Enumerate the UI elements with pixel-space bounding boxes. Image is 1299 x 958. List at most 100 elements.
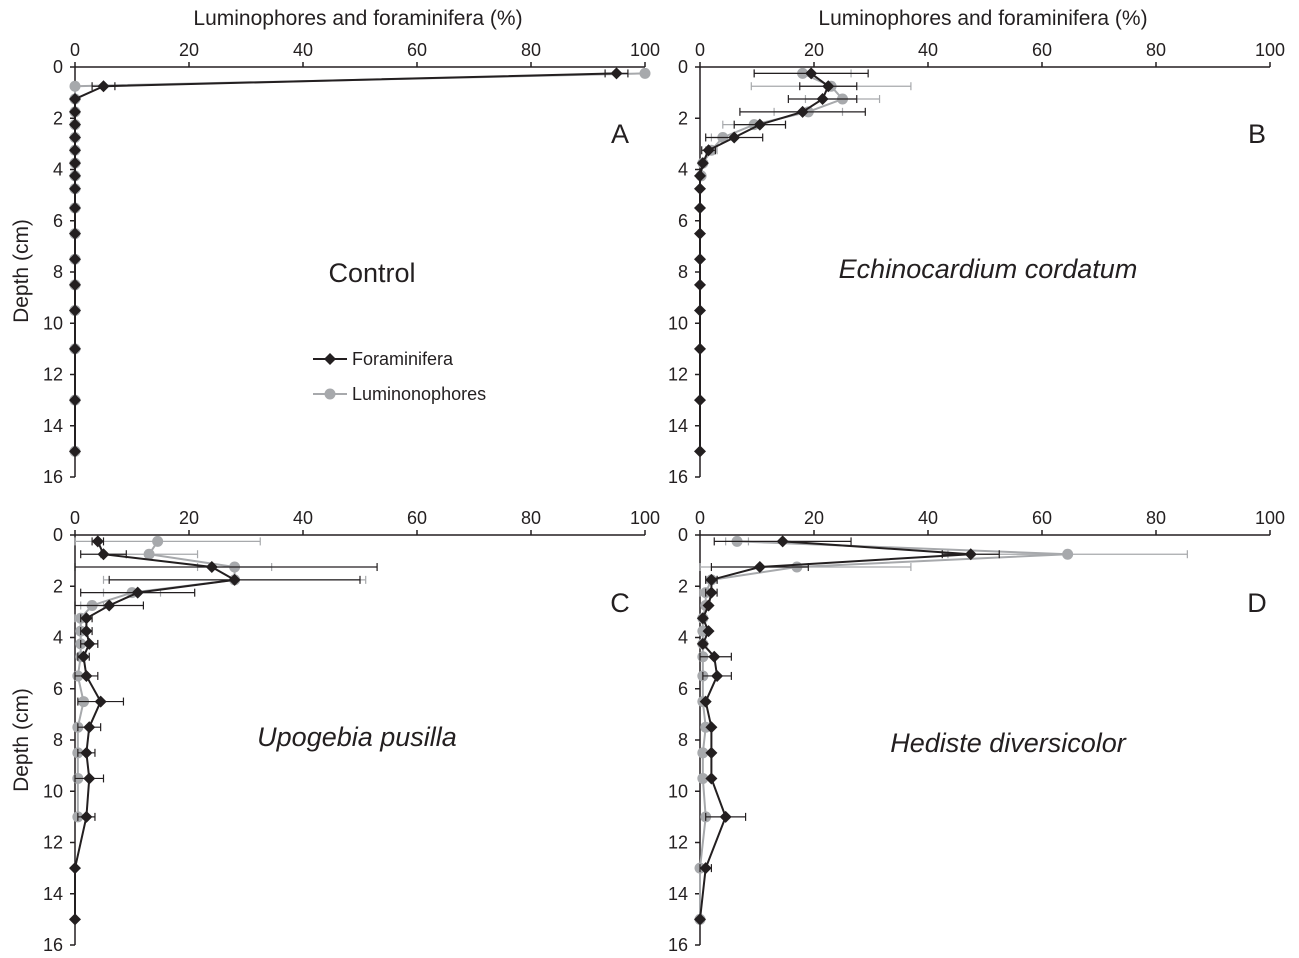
- x-tick-label: 80: [1146, 40, 1166, 60]
- panel-A-title: Luminophores and foraminifera (%): [193, 7, 522, 30]
- foraminifera-point: [816, 93, 829, 106]
- panel-A: Luminophores and foraminifera (%) Depth …: [10, 7, 629, 323]
- panel-B-plot: 0 20 40 60 80 100 0 2 4 6 8 10 12 14 16: [668, 40, 1285, 487]
- foraminifera-point: [696, 157, 709, 170]
- foraminifera-point: [69, 278, 81, 291]
- foraminifera-point: [694, 304, 706, 317]
- foraminifera-point: [91, 535, 104, 548]
- x-tick-label: 20: [804, 40, 824, 60]
- foraminifera-point: [69, 131, 81, 144]
- foraminifera-point: [83, 637, 96, 650]
- foraminifera-point: [796, 105, 809, 118]
- foraminifera-point: [69, 201, 81, 214]
- y-tick-label: 4: [53, 160, 63, 180]
- y-tick-label: 16: [668, 935, 688, 955]
- foraminifera-point: [80, 669, 93, 682]
- y-tick-label: 16: [43, 467, 63, 487]
- panel-C-letter: C: [610, 588, 630, 618]
- foraminifera-point: [69, 93, 81, 106]
- luminophores-point: [1062, 548, 1074, 560]
- panel-C-ylabel: Depth (cm): [10, 688, 33, 792]
- luminophores-point: [697, 747, 709, 759]
- foraminifera-point: [705, 586, 718, 599]
- y-tick-label: 10: [668, 313, 688, 333]
- y-tick-label: 2: [678, 108, 688, 128]
- x-tick-label: 60: [1032, 40, 1052, 60]
- legend: Foraminifera Luminonophores: [313, 349, 486, 404]
- y-tick-label: 14: [668, 884, 688, 904]
- foraminifera-point: [694, 342, 706, 355]
- panel-A-annotation: Control: [328, 258, 415, 288]
- foraminifera-point: [69, 144, 81, 157]
- foraminifera-point: [702, 625, 715, 638]
- foraminifera-point: [753, 118, 766, 131]
- luminophores-point: [639, 67, 651, 79]
- panel-D-annotation: Hediste diversicolor: [890, 728, 1127, 758]
- foraminifera-point: [69, 169, 81, 182]
- y-tick-label: 14: [668, 416, 688, 436]
- x-tick-label: 40: [293, 508, 313, 528]
- foraminifera-point: [753, 561, 766, 574]
- foraminifera-point: [228, 573, 241, 586]
- foraminifera-point: [702, 144, 715, 157]
- panel-D-plot: 0 20 40 60 80 100 0 2 4 6 8 10 12 14 16: [668, 508, 1285, 955]
- x-tick-label: 80: [1146, 508, 1166, 528]
- y-tick-label: 16: [668, 467, 688, 487]
- foraminifera-point: [708, 650, 721, 663]
- x-tick-label: 60: [407, 508, 427, 528]
- foraminifera-point: [822, 80, 835, 93]
- panel-D-letter: D: [1247, 588, 1267, 618]
- foraminifera-point: [69, 445, 81, 458]
- y-tick-label: 12: [668, 833, 688, 853]
- foraminifera-point: [705, 772, 718, 785]
- x-tick-label: 60: [407, 40, 427, 60]
- x-tick-label: 40: [918, 40, 938, 60]
- foraminifera-point: [80, 746, 93, 759]
- foraminifera-point: [694, 169, 706, 182]
- y-tick-label: 4: [53, 628, 63, 648]
- legend-foraminifera-label: Foraminifera: [352, 349, 454, 369]
- y-tick-label: 4: [678, 160, 688, 180]
- y-tick-label: 6: [53, 679, 63, 699]
- foraminifera-point: [694, 201, 706, 214]
- y-tick-label: 12: [43, 833, 63, 853]
- foraminifera-point: [69, 253, 81, 266]
- foraminifera-point: [711, 669, 724, 682]
- panel-D: Hediste diversicolor D: [890, 588, 1267, 758]
- y-tick-label: 0: [678, 57, 688, 77]
- y-tick-label: 0: [53, 57, 63, 77]
- x-tick-label: 60: [1032, 508, 1052, 528]
- foraminifera-point: [610, 67, 623, 80]
- foraminifera-point: [776, 535, 789, 548]
- x-tick-label: 40: [918, 508, 938, 528]
- y-tick-label: 14: [43, 884, 63, 904]
- x-tick-label: 0: [695, 40, 705, 60]
- y-tick-label: 6: [678, 679, 688, 699]
- foraminifera-point: [83, 772, 96, 785]
- x-tick-label: 20: [179, 40, 199, 60]
- y-tick-label: 14: [43, 416, 63, 436]
- luminophores-series-line: [699, 540, 1068, 920]
- foraminifera-point: [705, 721, 718, 734]
- y-tick-label: 8: [678, 730, 688, 750]
- foraminifera-point: [694, 227, 706, 240]
- foraminifera-point: [694, 394, 706, 407]
- legend-foraminifera-marker: [324, 353, 336, 365]
- x-tick-label: 20: [179, 508, 199, 528]
- x-tick-label: 100: [1255, 508, 1285, 528]
- y-tick-label: 2: [678, 576, 688, 596]
- foraminifera-point: [694, 253, 706, 266]
- luminophores-point: [69, 80, 81, 92]
- foraminifera-point: [80, 625, 93, 638]
- foraminifera-point: [705, 573, 718, 586]
- x-tick-label: 80: [521, 40, 541, 60]
- foraminifera-point: [94, 695, 107, 708]
- foraminifera-point: [97, 548, 110, 561]
- foraminifera-point: [69, 227, 81, 240]
- foraminifera-point: [69, 913, 81, 926]
- foraminifera-point: [80, 612, 93, 625]
- foraminifera-point: [719, 810, 732, 823]
- y-tick-label: 0: [53, 525, 63, 545]
- y-tick-label: 8: [53, 730, 63, 750]
